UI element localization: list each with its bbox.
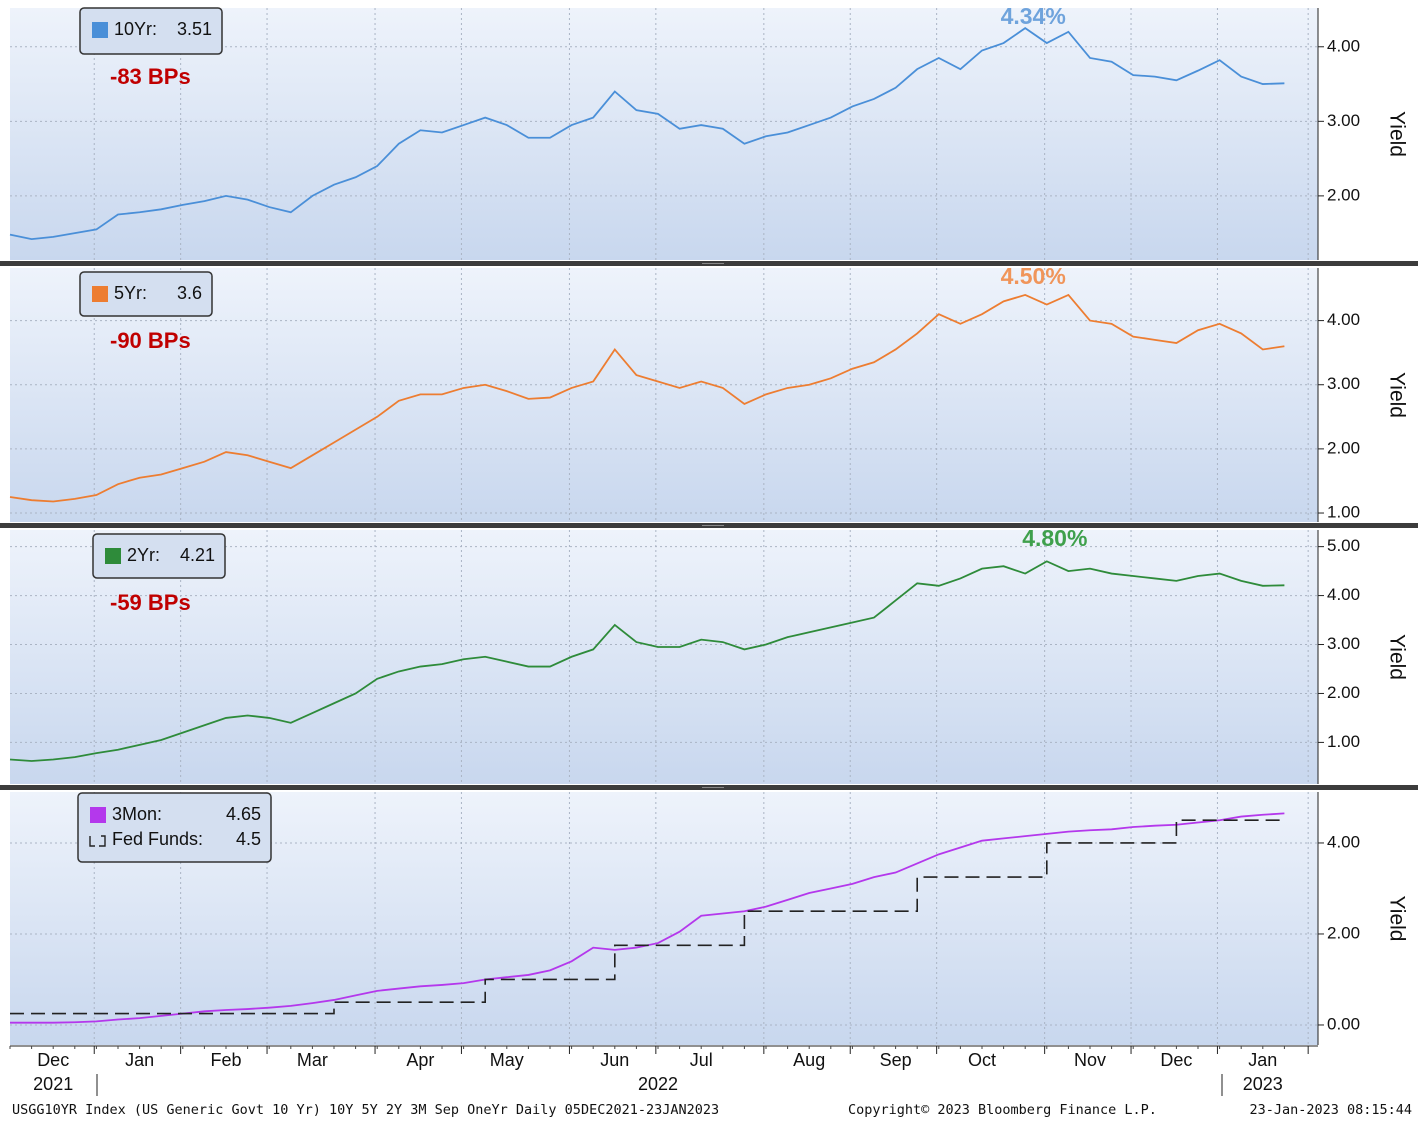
y-tick-label: 3.00 xyxy=(1327,111,1360,130)
legend-name: 10Yr: xyxy=(114,19,157,39)
x-tick-label: Feb xyxy=(210,1050,241,1070)
x-tick-label: Oct xyxy=(968,1050,996,1070)
peak-label: 4.50% xyxy=(1001,263,1066,289)
legend-name: 3Mon: xyxy=(112,804,162,824)
y-tick-label: 2.00 xyxy=(1327,923,1360,942)
x-tick-label: Nov xyxy=(1074,1050,1106,1070)
panel-background xyxy=(10,530,1318,784)
change-label: -59 BPs xyxy=(110,590,191,615)
y-tick-label: 2.00 xyxy=(1327,185,1360,204)
panel-background xyxy=(10,268,1318,522)
legend-value: 4.21 xyxy=(180,545,215,565)
y-tick-label: 1.00 xyxy=(1327,732,1360,751)
x-tick-label: Jan xyxy=(1248,1050,1277,1070)
legend-swatch xyxy=(92,286,108,302)
panel-background xyxy=(10,8,1318,260)
legend-box xyxy=(79,271,213,317)
y-tick-label: 0.00 xyxy=(1327,1014,1360,1033)
y-axis-label: Yield xyxy=(1385,111,1408,157)
x-tick-label: Jul xyxy=(690,1050,713,1070)
legend-value: 3.6 xyxy=(177,283,202,303)
peak-label: 4.34% xyxy=(1001,3,1066,29)
y-axis-label: Yield xyxy=(1385,896,1408,942)
legend-box xyxy=(77,792,272,863)
series-line xyxy=(9,293,1285,503)
x-tick-label: Jan xyxy=(125,1050,154,1070)
legend-swatch xyxy=(90,807,106,823)
legend-name: 5Yr: xyxy=(114,283,147,303)
x-tick-label: Dec xyxy=(37,1050,69,1070)
change-label: -83 BPs xyxy=(110,64,191,89)
legend-name: Fed Funds: xyxy=(112,829,203,849)
y-axis-label: Yield xyxy=(1385,372,1408,418)
x-tick-label: Sep xyxy=(880,1050,912,1070)
legend-box xyxy=(79,7,223,55)
series-line xyxy=(10,819,1285,1015)
y-tick-label: 4.00 xyxy=(1327,832,1360,851)
legend-swatch xyxy=(92,22,108,38)
legend-value: 4.5 xyxy=(236,829,261,849)
y-axis-label: Yield xyxy=(1385,634,1408,680)
y-tick-label: 3.00 xyxy=(1327,634,1360,653)
legend-value: 3.51 xyxy=(177,19,212,39)
x-tick-label: Aug xyxy=(793,1050,825,1070)
x-tick-label: Jun xyxy=(600,1050,629,1070)
y-tick-label: 4.00 xyxy=(1327,36,1360,55)
y-tick-label: 4.00 xyxy=(1327,310,1360,329)
x-year-label: 2022 xyxy=(638,1074,678,1094)
x-tick-label: Apr xyxy=(406,1050,434,1070)
y-tick-label: 1.00 xyxy=(1327,503,1360,522)
legend-name: 2Yr: xyxy=(127,545,160,565)
x-tick-label: May xyxy=(490,1050,524,1070)
footer-left: USGG10YR Index (US Generic Govt 10 Yr) 1… xyxy=(12,1102,719,1118)
legend-icon xyxy=(89,835,106,847)
y-tick-label: 5.00 xyxy=(1327,536,1360,555)
peak-label: 4.80% xyxy=(1022,525,1087,551)
y-tick-label: 2.00 xyxy=(1327,438,1360,457)
legend-swatch xyxy=(105,548,121,564)
legend-box xyxy=(92,533,226,579)
series-line xyxy=(9,27,1285,241)
y-tick-label: 2.00 xyxy=(1327,683,1360,702)
y-tick-label: 4.00 xyxy=(1327,585,1360,604)
change-label: -90 BPs xyxy=(110,328,191,353)
x-tick-label: Dec xyxy=(1160,1050,1192,1070)
x-tick-label: Mar xyxy=(297,1050,328,1070)
x-year-label: 2023 xyxy=(1243,1074,1283,1094)
series-line xyxy=(9,560,1285,762)
footer-center: Copyright© 2023 Bloomberg Finance L.P. xyxy=(848,1102,1157,1118)
legend-value: 4.65 xyxy=(226,804,261,824)
x-year-label: 2021 xyxy=(33,1074,73,1094)
footer-right: 23-Jan-2023 08:15:44 xyxy=(1249,1102,1412,1118)
y-tick-label: 3.00 xyxy=(1327,374,1360,393)
